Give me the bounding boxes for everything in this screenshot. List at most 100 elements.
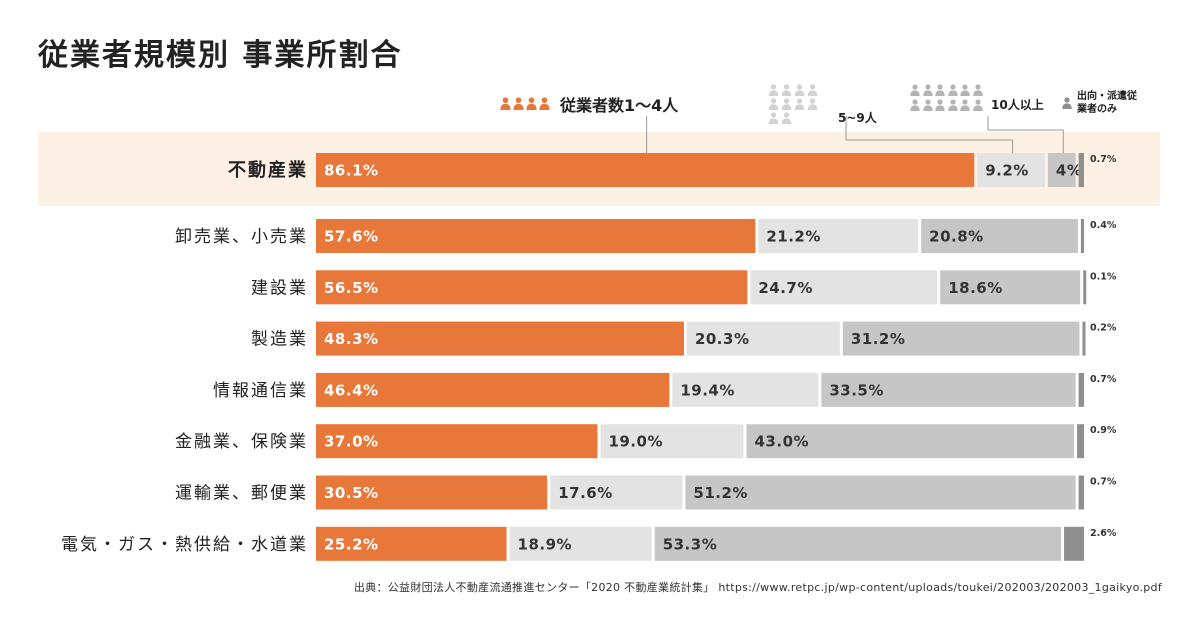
bar-segment-dispatched bbox=[1064, 526, 1084, 561]
legend-label-1-4: 従業者数1～4人 bbox=[560, 96, 679, 115]
person-icon bbox=[500, 96, 511, 110]
data-label: 18.6% bbox=[948, 279, 1003, 297]
bar-segment-dispatched bbox=[1077, 424, 1084, 459]
person-icon bbox=[807, 98, 818, 110]
leader-line-5-9 bbox=[845, 116, 1014, 153]
bar-segment-dispatched bbox=[1078, 475, 1084, 510]
bar-segment-1-4 bbox=[316, 219, 756, 253]
data-label-small: 2.6% bbox=[1090, 528, 1117, 539]
data-label: 33.5% bbox=[829, 381, 884, 399]
data-label: 18.9% bbox=[518, 535, 573, 553]
bar-segment-dispatched bbox=[1078, 153, 1084, 187]
person-icon bbox=[794, 98, 805, 110]
data-label: 4% bbox=[1056, 162, 1082, 180]
person-icon bbox=[960, 98, 970, 111]
data-label: 46.4% bbox=[324, 381, 379, 399]
data-label-small: 0.9% bbox=[1090, 425, 1117, 436]
legend-dispatched: 出向・派遣従業者のみ bbox=[1062, 90, 1137, 116]
data-label: 37.0% bbox=[324, 433, 379, 451]
bar-segment-10-plus bbox=[842, 321, 1080, 356]
leader-line-10-plus bbox=[987, 116, 1064, 153]
bar-segment-10-plus bbox=[654, 526, 1062, 561]
bar-segment-5-9 bbox=[758, 219, 919, 253]
bar-segment-5-9 bbox=[550, 475, 683, 510]
bar-segment-dispatched bbox=[1080, 219, 1084, 253]
data-label: 20.3% bbox=[695, 330, 750, 348]
data-label-small: 0.7% bbox=[1090, 374, 1117, 385]
category-label: 不動産業 bbox=[228, 159, 308, 181]
data-label: 17.6% bbox=[558, 484, 613, 502]
bar-segment-1-4 bbox=[316, 153, 975, 187]
person-icon bbox=[972, 98, 983, 111]
bar-segment-5-9 bbox=[977, 153, 1045, 187]
data-label: 53.3% bbox=[663, 535, 718, 553]
bar-segment-dispatched bbox=[1078, 372, 1084, 407]
person-icon bbox=[910, 98, 920, 111]
person-icon-dark bbox=[1062, 97, 1072, 109]
person-icon bbox=[935, 98, 945, 111]
bar-segment-10-plus bbox=[685, 475, 1076, 510]
person-icon bbox=[960, 84, 970, 96]
data-label: 48.3% bbox=[324, 330, 379, 348]
person-icon bbox=[910, 84, 920, 96]
bar-segment-dispatched bbox=[1083, 270, 1087, 305]
bar-segment-dispatched bbox=[1082, 321, 1086, 356]
bar-segment-5-9 bbox=[509, 526, 652, 561]
person-icon bbox=[947, 98, 958, 111]
person-icon bbox=[807, 84, 818, 96]
data-label-small: 0.7% bbox=[1090, 154, 1117, 165]
bar-segment-10-plus bbox=[821, 372, 1076, 407]
person-icon bbox=[768, 112, 779, 124]
person-icon bbox=[781, 84, 792, 96]
legend-label-dispatched: 出向・派遣従業者のみ bbox=[1077, 91, 1137, 115]
bar-segment-10-plus bbox=[921, 219, 1078, 253]
data-label: 57.6% bbox=[324, 228, 379, 246]
legend-size-1-4: 従業者数1～4人 bbox=[500, 92, 678, 116]
person-icon bbox=[947, 84, 958, 96]
person-icon bbox=[539, 96, 550, 110]
source-citation: 出典：公益財団法人不動産流通推進センター「2020 不動産業統計集」 https… bbox=[353, 581, 1162, 594]
data-label: 9.2% bbox=[985, 162, 1029, 180]
bar-segment-5-9 bbox=[686, 321, 840, 356]
bar-segment-1-4 bbox=[316, 424, 598, 459]
data-label: 24.7% bbox=[758, 279, 813, 297]
data-label: 21.2% bbox=[766, 228, 821, 246]
legend-size-10-plus: 10人以上 bbox=[910, 84, 1044, 113]
data-label: 25.2% bbox=[324, 535, 379, 553]
legend-label-10-plus: 10人以上 bbox=[991, 98, 1044, 112]
person-icon bbox=[768, 84, 779, 96]
bar-segment-5-9 bbox=[600, 424, 744, 459]
data-label: 86.1% bbox=[324, 162, 379, 180]
person-icon bbox=[922, 84, 933, 96]
bar-segment-1-4 bbox=[316, 475, 548, 510]
chart-title: 従業者規模別 事業所割合 bbox=[38, 38, 403, 73]
bar-segment-1-4 bbox=[316, 372, 670, 407]
bar-segment-10-plus bbox=[940, 270, 1081, 305]
person-icons-light bbox=[768, 84, 832, 126]
data-label: 19.4% bbox=[680, 381, 735, 399]
bar-segment-1-4 bbox=[316, 270, 748, 305]
person-icon bbox=[768, 98, 779, 110]
data-label-small: 0.4% bbox=[1090, 220, 1117, 231]
bar-segment-5-9 bbox=[672, 372, 819, 407]
person-icon bbox=[794, 84, 805, 96]
legend-label-5-9: 5~9人 bbox=[838, 111, 877, 125]
category-label: 製造業 bbox=[251, 330, 308, 350]
category-label: 情報通信業 bbox=[213, 381, 308, 401]
category-label: 電気・ガス・熱供給・水道業 bbox=[61, 535, 308, 555]
category-label: 運輸業、郵便業 bbox=[175, 484, 308, 504]
person-icon bbox=[781, 112, 792, 124]
person-icons-mid bbox=[910, 84, 985, 113]
legend-size-5-9: 5~9人 bbox=[768, 84, 877, 126]
data-label-small: 0.7% bbox=[1090, 477, 1117, 488]
person-icons-orange bbox=[500, 96, 552, 112]
data-label-small: 0.2% bbox=[1090, 323, 1117, 334]
data-label: 31.2% bbox=[851, 330, 906, 348]
data-label: 20.8% bbox=[929, 228, 984, 246]
bar-segment-10-plus bbox=[1047, 153, 1076, 187]
person-icon bbox=[781, 98, 792, 110]
data-label: 19.0% bbox=[608, 433, 663, 451]
bar-segment-1-4 bbox=[316, 321, 684, 356]
category-label: 建設業 bbox=[251, 278, 308, 298]
